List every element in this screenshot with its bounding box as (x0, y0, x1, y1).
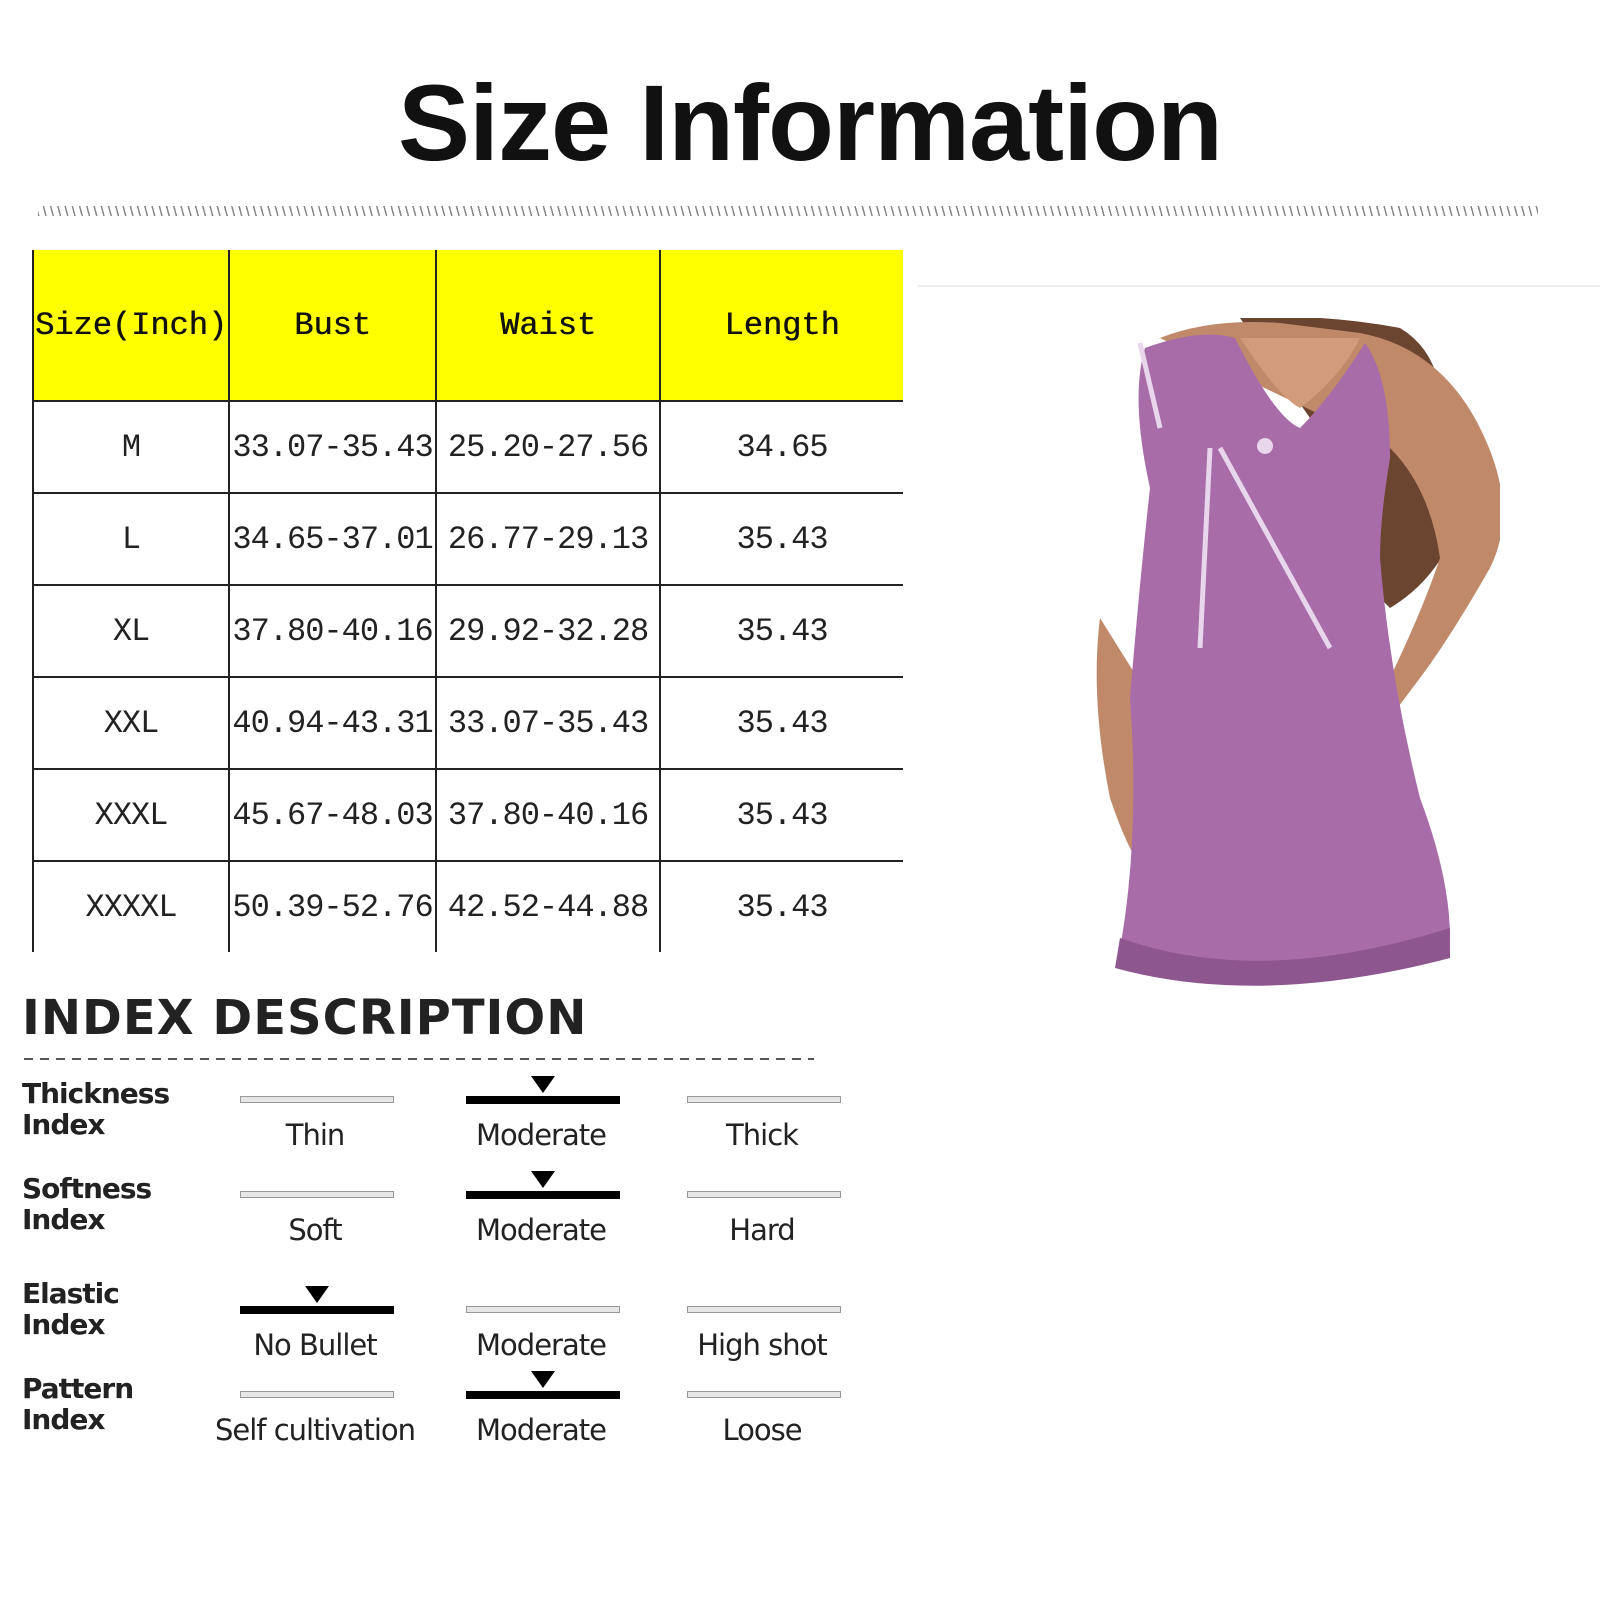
page-title: Size Information (397, 62, 1223, 183)
table-row: XXL 40.94-43.31 33.07-35.43 35.43 (31, 677, 904, 770)
index-row: Elastic Index No Bullet Moderate High shot (0, 1278, 900, 1378)
cell-size: XL (31, 585, 231, 678)
table-row: M 33.07-35.43 25.20-27.56 34.65 (31, 401, 904, 494)
cell-length: 35.43 (660, 769, 904, 862)
table-row: XL 37.80-40.16 29.92-32.28 35.43 (31, 585, 904, 678)
index-option-label: Moderate (476, 1328, 607, 1362)
table-row: XXXXL 50.39-52.76 42.52-44.88 35.43 (31, 861, 903, 952)
header-bust: Bust (229, 250, 438, 402)
selected-marker-icon (531, 1371, 555, 1388)
index-option-label: High shot (697, 1328, 827, 1362)
dress-shape (1120, 334, 1450, 979)
index-label-line: Index (22, 1203, 105, 1236)
index-option-label: Self cultivation (214, 1413, 416, 1447)
cell-bust: 34.65-37.01 (229, 493, 438, 586)
index-option-label: Moderate (476, 1118, 607, 1152)
table-row: L 34.65-37.01 26.77-29.13 35.43 (31, 493, 904, 586)
index-label: Pattern Index (22, 1373, 202, 1435)
index-label: Softness Index (22, 1173, 202, 1235)
index-option-label: Soft (288, 1213, 342, 1247)
cell-waist: 42.52-44.88 (436, 861, 662, 952)
cell-waist: 33.07-35.43 (436, 677, 662, 770)
index-row: Thickness Index Thin Moderate Thick (0, 1076, 900, 1178)
cell-length: 35.43 (660, 585, 904, 678)
cell-bust: 45.67-48.03 (229, 769, 438, 862)
index-scale-bar (466, 1096, 620, 1104)
index-scale-bar (240, 1096, 394, 1103)
index-label-line: Index (22, 1308, 105, 1341)
index-label-line: Thickness (22, 1077, 170, 1110)
index-scale-bar (687, 1096, 841, 1103)
index-option-label: Hard (729, 1213, 795, 1247)
index-scale-bar (687, 1191, 841, 1198)
cell-waist: 25.20-27.56 (436, 401, 662, 494)
cell-length: 35.43 (736, 888, 829, 926)
header-waist: Waist (436, 250, 662, 402)
index-scale-bar (466, 1306, 620, 1313)
index-option-label: Loose (722, 1413, 802, 1447)
index-option-label: No Bullet (253, 1328, 377, 1362)
selected-marker-icon (305, 1286, 329, 1303)
index-scale-bar (466, 1191, 620, 1199)
index-label-line: Softness (22, 1172, 152, 1205)
cell-length: 34.65 (660, 401, 904, 494)
index-label-line: Pattern (22, 1372, 134, 1405)
divider-line (918, 285, 1600, 287)
cell-waist: 26.77-29.13 (436, 493, 662, 586)
size-table: Size(Inch) Bust Waist Length M 33.07-35.4… (31, 250, 904, 952)
table-row: XXXL 45.67-48.03 37.80-40.16 35.43 (31, 769, 904, 862)
cell-length: 35.43 (660, 677, 904, 770)
index-scale-bar (240, 1191, 394, 1198)
index-row: Softness Index Soft Moderate Hard (0, 1171, 900, 1273)
index-scale-bar (240, 1306, 394, 1314)
index-option-label: Thick (726, 1118, 799, 1152)
index-scale-bar (687, 1391, 841, 1398)
index-label-line: Index (22, 1108, 105, 1141)
index-label-line: Index (22, 1403, 105, 1436)
cell-waist: 29.92-32.28 (436, 585, 662, 678)
index-option-label: Moderate (476, 1213, 607, 1247)
index-title: INDEX DESCRIPTION (22, 990, 588, 1046)
selected-marker-icon (531, 1171, 555, 1188)
cell-bust: 40.94-43.31 (229, 677, 438, 770)
index-label: Elastic Index (22, 1278, 202, 1340)
index-row: Pattern Index Self cultivation Moderate Loos… (0, 1371, 900, 1473)
cell-length: 35.43 (660, 493, 904, 586)
index-scale-bar (687, 1306, 841, 1313)
table-header-row: Size(Inch) Bust Waist Length (31, 250, 904, 402)
cell-bust: 33.07-35.43 (229, 401, 438, 494)
index-scale-bar (240, 1391, 394, 1398)
cell-size: XXXXL (31, 861, 231, 952)
cell-size: XXXL (31, 769, 231, 862)
dashed-divider (24, 1058, 814, 1060)
header-length: Length (660, 250, 904, 402)
index-scale-bar (466, 1391, 620, 1399)
hatched-divider (38, 206, 1538, 216)
selected-marker-icon (531, 1076, 555, 1093)
index-option-label: Moderate (476, 1413, 607, 1447)
cell-bust: 50.39-52.76 (229, 861, 438, 952)
header-size: Size(Inch) (31, 250, 231, 402)
index-label: Thickness Index (22, 1078, 202, 1140)
cell-size: L (31, 493, 231, 586)
index-label-line: Elastic (22, 1277, 120, 1310)
cell-size: M (31, 401, 231, 494)
index-option-label: Thin (285, 1118, 346, 1152)
product-photo-dress (1060, 318, 1500, 1008)
cell-size: XXL (31, 677, 231, 770)
cell-waist: 37.80-40.16 (436, 769, 662, 862)
cell-bust: 37.80-40.16 (229, 585, 438, 678)
